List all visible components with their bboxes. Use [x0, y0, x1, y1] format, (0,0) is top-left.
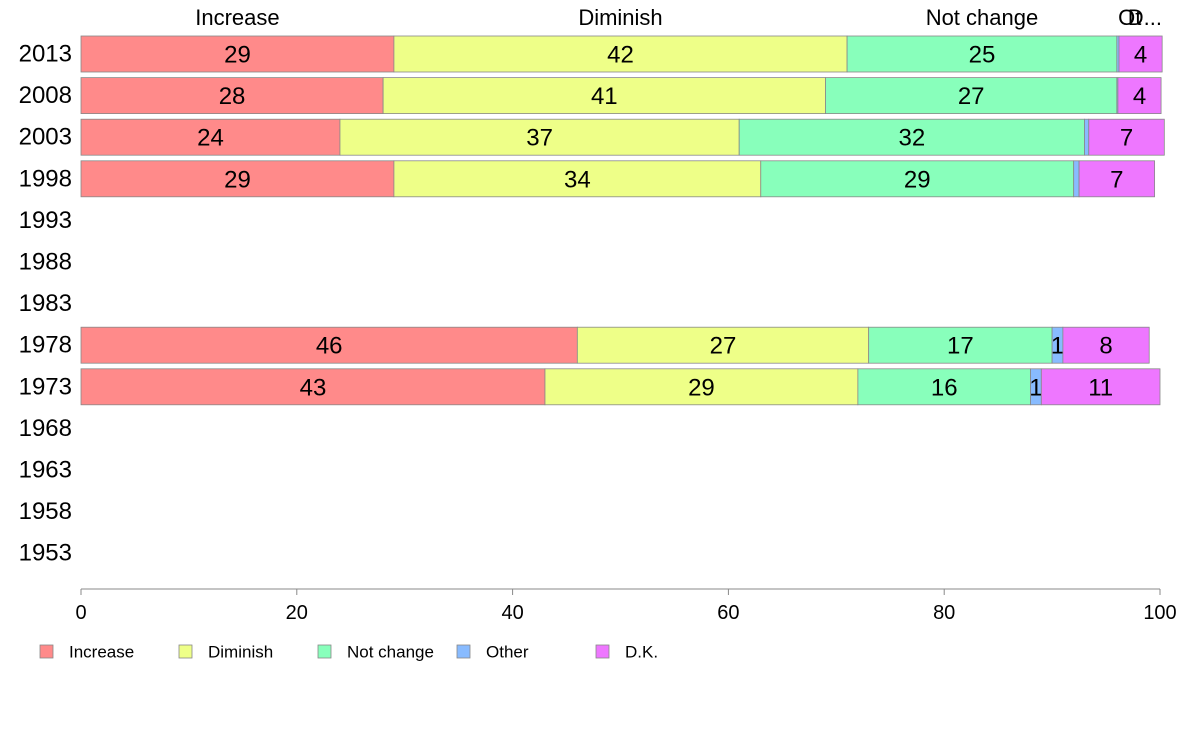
data-label: 25	[969, 42, 996, 69]
bar-segment	[1088, 118, 1165, 156]
data-label: 17	[947, 333, 974, 360]
y-tick-label: 1993	[19, 207, 72, 234]
legend-label: Increase	[69, 643, 134, 662]
bars: 29 42 25 4 28 41 27 4 24 37 32 7 29 34 29 7 46 27 17 1 8 43 29…	[80, 35, 1165, 406]
y-tick-label: 1983	[19, 290, 72, 317]
data-label: 1	[1029, 374, 1042, 401]
top-label: Diminish	[578, 5, 662, 30]
y-tick-label: 1973	[19, 373, 72, 400]
data-label: 7	[1120, 125, 1133, 152]
legend: Increase Diminish Not change Other D.K.	[39, 643, 658, 662]
bar-segment	[339, 118, 740, 156]
legend-swatch	[456, 644, 471, 659]
top-label: Ot	[1118, 5, 1141, 30]
data-label: 32	[898, 125, 925, 152]
bar-segment	[1062, 326, 1150, 364]
bar-segment	[825, 77, 1118, 114]
y-tick-label: 1988	[19, 249, 72, 276]
data-label: 29	[688, 374, 715, 401]
data-label: 16	[931, 374, 958, 401]
data-label: 28	[219, 83, 246, 110]
bar-segment	[1118, 35, 1163, 73]
y-tick-label: 1953	[19, 540, 72, 567]
x-tick-label: 20	[286, 602, 308, 624]
legend-swatch	[178, 644, 193, 659]
top-label: D...	[1128, 5, 1162, 30]
data-label: 43	[300, 374, 327, 401]
bar-segment	[80, 326, 578, 364]
data-label: 8	[1099, 333, 1112, 360]
data-label: 29	[904, 166, 931, 193]
bar-segment	[760, 160, 1075, 198]
bar-segment	[576, 326, 870, 364]
data-label: 29	[224, 42, 251, 69]
legend-swatch	[317, 644, 332, 659]
data-label: 34	[564, 166, 591, 193]
x-tick-label: 0	[75, 602, 86, 624]
bar-segment	[1117, 77, 1162, 114]
x-axis: 0 20 40 60 80 100	[75, 588, 1177, 624]
data-label: 37	[526, 125, 553, 152]
data-label: 4	[1134, 42, 1147, 69]
data-label: 27	[710, 333, 737, 360]
x-tick-label: 80	[933, 602, 955, 624]
y-tick-label: 1968	[19, 415, 72, 442]
bar-segment	[393, 35, 848, 73]
data-label: 27	[958, 83, 985, 110]
bar-segment	[1078, 160, 1156, 198]
x-tick-label: 100	[1143, 602, 1176, 624]
bar-segment	[738, 118, 1085, 156]
legend-label: D.K.	[625, 643, 658, 662]
x-tick-label: 40	[501, 602, 523, 624]
bar-segment	[857, 368, 1031, 406]
y-tick-label: 2013	[19, 41, 72, 68]
legend-label: Other	[486, 643, 529, 662]
data-label: 1	[1051, 333, 1064, 360]
data-label: 7	[1110, 166, 1123, 193]
y-tick-label: 1978	[19, 332, 72, 359]
data-label: 29	[224, 166, 251, 193]
legend-swatch	[595, 644, 610, 659]
bar-segment	[544, 368, 859, 406]
y-tick-label: 1963	[19, 457, 72, 484]
x-tick-label: 60	[717, 602, 739, 624]
bar-segment	[1084, 118, 1090, 156]
bar-segment	[80, 368, 546, 406]
bar-segment	[868, 326, 1053, 364]
data-label: 46	[316, 333, 343, 360]
data-label: 42	[607, 42, 634, 69]
legend-label: Not change	[347, 643, 434, 662]
bar-segment	[80, 77, 384, 114]
legend-label: Diminish	[208, 643, 273, 662]
data-label: 24	[197, 125, 224, 152]
data-label: 4	[1133, 83, 1146, 110]
top-category-labels: Increase Diminish Not change OtD...	[195, 5, 1162, 30]
bar-segment	[382, 77, 826, 114]
data-label: 11	[1088, 374, 1113, 401]
bar-segment	[80, 118, 341, 156]
y-tick-label: 2003	[19, 124, 72, 151]
bar-segment	[80, 160, 395, 198]
bar-segment	[1073, 160, 1080, 198]
bar-segment	[1040, 368, 1161, 406]
y-tick-label: 2008	[19, 82, 72, 109]
top-label: Not change	[926, 5, 1039, 30]
data-label: 41	[591, 83, 618, 110]
top-label: Increase	[195, 5, 279, 30]
legend-swatch	[39, 644, 54, 659]
y-axis-tick-labels: 2013 2008 2003 1998 1993 1988 1983 1978 1973 1968…	[19, 41, 72, 567]
bar-segment	[393, 160, 762, 198]
y-tick-label: 1958	[19, 498, 72, 525]
y-tick-label: 1998	[19, 165, 72, 192]
